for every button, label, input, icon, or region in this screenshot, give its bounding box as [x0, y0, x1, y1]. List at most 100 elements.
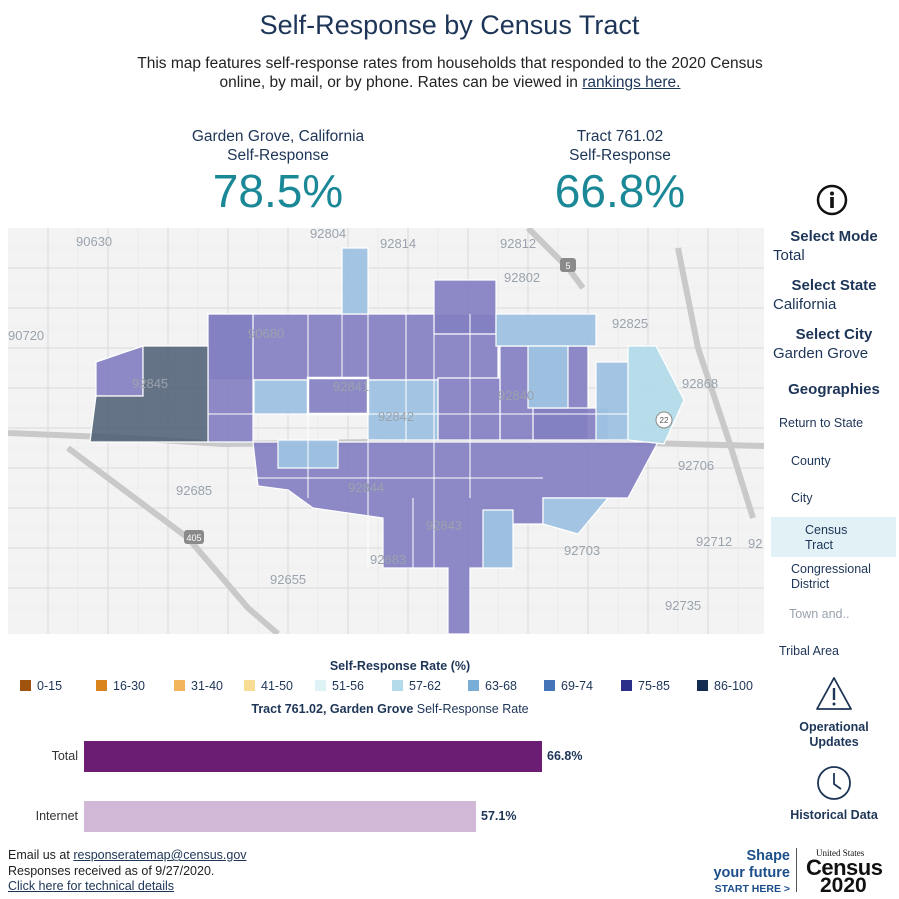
warning-icon[interactable] [815, 676, 853, 712]
zip-label: 90680 [248, 326, 284, 341]
legend-item: 0-15 [20, 679, 62, 693]
email-link[interactable]: responseratemap@census.gov [73, 848, 247, 862]
census-brand[interactable]: Shape your future START HERE > United Sta… [708, 846, 894, 897]
shield-number: 22 [660, 416, 669, 425]
interstate-shield [560, 258, 576, 272]
city-stat: Garden Grove, California Self-Response 7… [148, 127, 408, 217]
selected-tract-outline[interactable] [306, 376, 370, 416]
select-state[interactable]: Select State California [773, 277, 895, 313]
tracts-63-68[interactable] [253, 247, 629, 569]
state-route-shield [655, 411, 673, 429]
page-title: Self-Response by Census Tract [259, 10, 640, 40]
legend-item: 57-62 [392, 679, 441, 693]
geo-congressional-district[interactable]: Congressional District [771, 562, 896, 592]
zip-label: 92703 [564, 543, 600, 558]
geo-town[interactable]: Town and.. [789, 607, 850, 621]
bar-title-tract: Tract 761.02, Garden Grove [251, 702, 414, 716]
operational-updates-link[interactable]: Operational Updates [799, 720, 869, 749]
brand-year: 2020 [820, 874, 867, 897]
legend-swatch [697, 680, 708, 691]
zip-label: 92802 [504, 270, 540, 285]
legend-label: 16-30 [113, 679, 145, 693]
legend-swatch [392, 680, 403, 691]
brand-shape: Shape [746, 848, 790, 864]
zip-label: 92 [748, 536, 762, 551]
select-city[interactable]: Select City Garden Grove [773, 326, 895, 362]
tech-line: Click here for technical details [8, 879, 247, 895]
bar-value: 66.8% [547, 749, 583, 763]
info-icon[interactable] [816, 184, 848, 216]
legend-item: 63-68 [468, 679, 517, 693]
geo-return-to-state[interactable]: Return to State [779, 416, 864, 430]
technical-details-link[interactable]: Click here for technical details [8, 879, 175, 893]
brand-future: your future [713, 865, 790, 881]
select-city-value[interactable]: Garden Grove [773, 345, 869, 362]
received-date: Responses received as of 9/27/2020. [8, 863, 215, 878]
geo-census-tract[interactable]: Census Tract [771, 517, 896, 557]
legend-label: 41-50 [261, 679, 293, 693]
legend-item: 41-50 [244, 679, 293, 693]
zip-label: 92842 [378, 409, 414, 424]
city-stat-caption: Self-Response [227, 147, 329, 164]
bar-internet[interactable] [84, 801, 476, 832]
zip-label: 92812 [500, 236, 536, 251]
email-line: Email us at responseratemap@census.gov [8, 848, 247, 864]
legend-label: 57-62 [409, 679, 441, 693]
zip-label: 92683 [370, 552, 406, 567]
legend-item: 86-100 [697, 679, 753, 693]
legend-swatch [20, 680, 31, 691]
tract-stat-value: 66.8% [554, 165, 686, 217]
email-prefix: Email us at [8, 848, 70, 862]
tracts-75-85[interactable] [95, 279, 660, 634]
highway-shields: 5 22 405 [184, 258, 673, 544]
brand-united-states: United States [816, 848, 865, 858]
select-mode[interactable]: Select Mode Total [773, 228, 895, 264]
legend-label: 63-68 [485, 679, 517, 693]
tracts-57-62[interactable] [627, 345, 685, 445]
clock-icon[interactable] [816, 765, 852, 801]
geo-city[interactable]: City [791, 491, 813, 505]
legend-swatch [315, 680, 326, 691]
zip-label: 92844 [348, 480, 384, 495]
brand-census: Census [806, 855, 883, 880]
zip-label: 92843 [426, 518, 462, 533]
interstate-shield [184, 530, 204, 544]
bar-total[interactable] [84, 741, 542, 772]
legend-label: 0-15 [37, 679, 63, 693]
legend-label: 69-74 [561, 679, 593, 693]
legend-label: 51-56 [332, 679, 364, 693]
zip-label: 92845 [132, 376, 168, 391]
legend-swatch [174, 680, 185, 691]
zip-label: 92712 [696, 534, 732, 549]
brand-shape-text: Shape your future [708, 848, 790, 882]
rankings-link[interactable]: rankings here. [582, 74, 681, 91]
map-canvas[interactable]: 90630 92804 92814 92812 92802 92825 9072… [8, 228, 764, 634]
subtitle-text: This map features self-response rates fr… [137, 55, 763, 91]
zip-label: 92706 [678, 458, 714, 473]
select-state-label: Select State [791, 277, 877, 294]
geo-tribal-area[interactable]: Tribal Area [779, 644, 839, 658]
geographies-heading: Geographies [788, 381, 880, 398]
brand-start-here[interactable]: START HERE > [714, 883, 790, 895]
select-state-value[interactable]: California [773, 296, 837, 313]
bar-label: Internet [35, 809, 78, 823]
zip-label: 92804 [310, 228, 346, 241]
tracts-86-100[interactable] [89, 345, 209, 443]
zip-label: 92841 [333, 379, 369, 394]
zip-label: 92868 [682, 376, 718, 391]
shield-number: 405 [186, 533, 201, 543]
select-mode-value[interactable]: Total [773, 247, 805, 264]
tract-stat-name: Tract 761.02 [576, 128, 664, 145]
zip-label: 92825 [612, 316, 648, 331]
legend-label: 31-40 [191, 679, 223, 693]
legend: 0-15 16-30 31-40 41-50 51-56 57-62 63-68 69-74 7… [20, 679, 770, 695]
historical-data-link[interactable]: Historical Data [790, 808, 878, 822]
geo-county[interactable]: County [791, 454, 831, 468]
tract-stat-caption: Self-Response [569, 147, 671, 164]
bar-chart-title: Tract 761.02, Garden Grove Self-Response… [150, 702, 630, 716]
zip-label: 92655 [270, 572, 306, 587]
tract-stat: Tract 761.02 Self-Response 66.8% [490, 127, 750, 217]
zip-label: 92840 [498, 388, 534, 403]
legend-label: 75-85 [638, 679, 670, 693]
tract-map[interactable]: 90630 92804 92814 92812 92802 92825 9072… [8, 228, 764, 634]
